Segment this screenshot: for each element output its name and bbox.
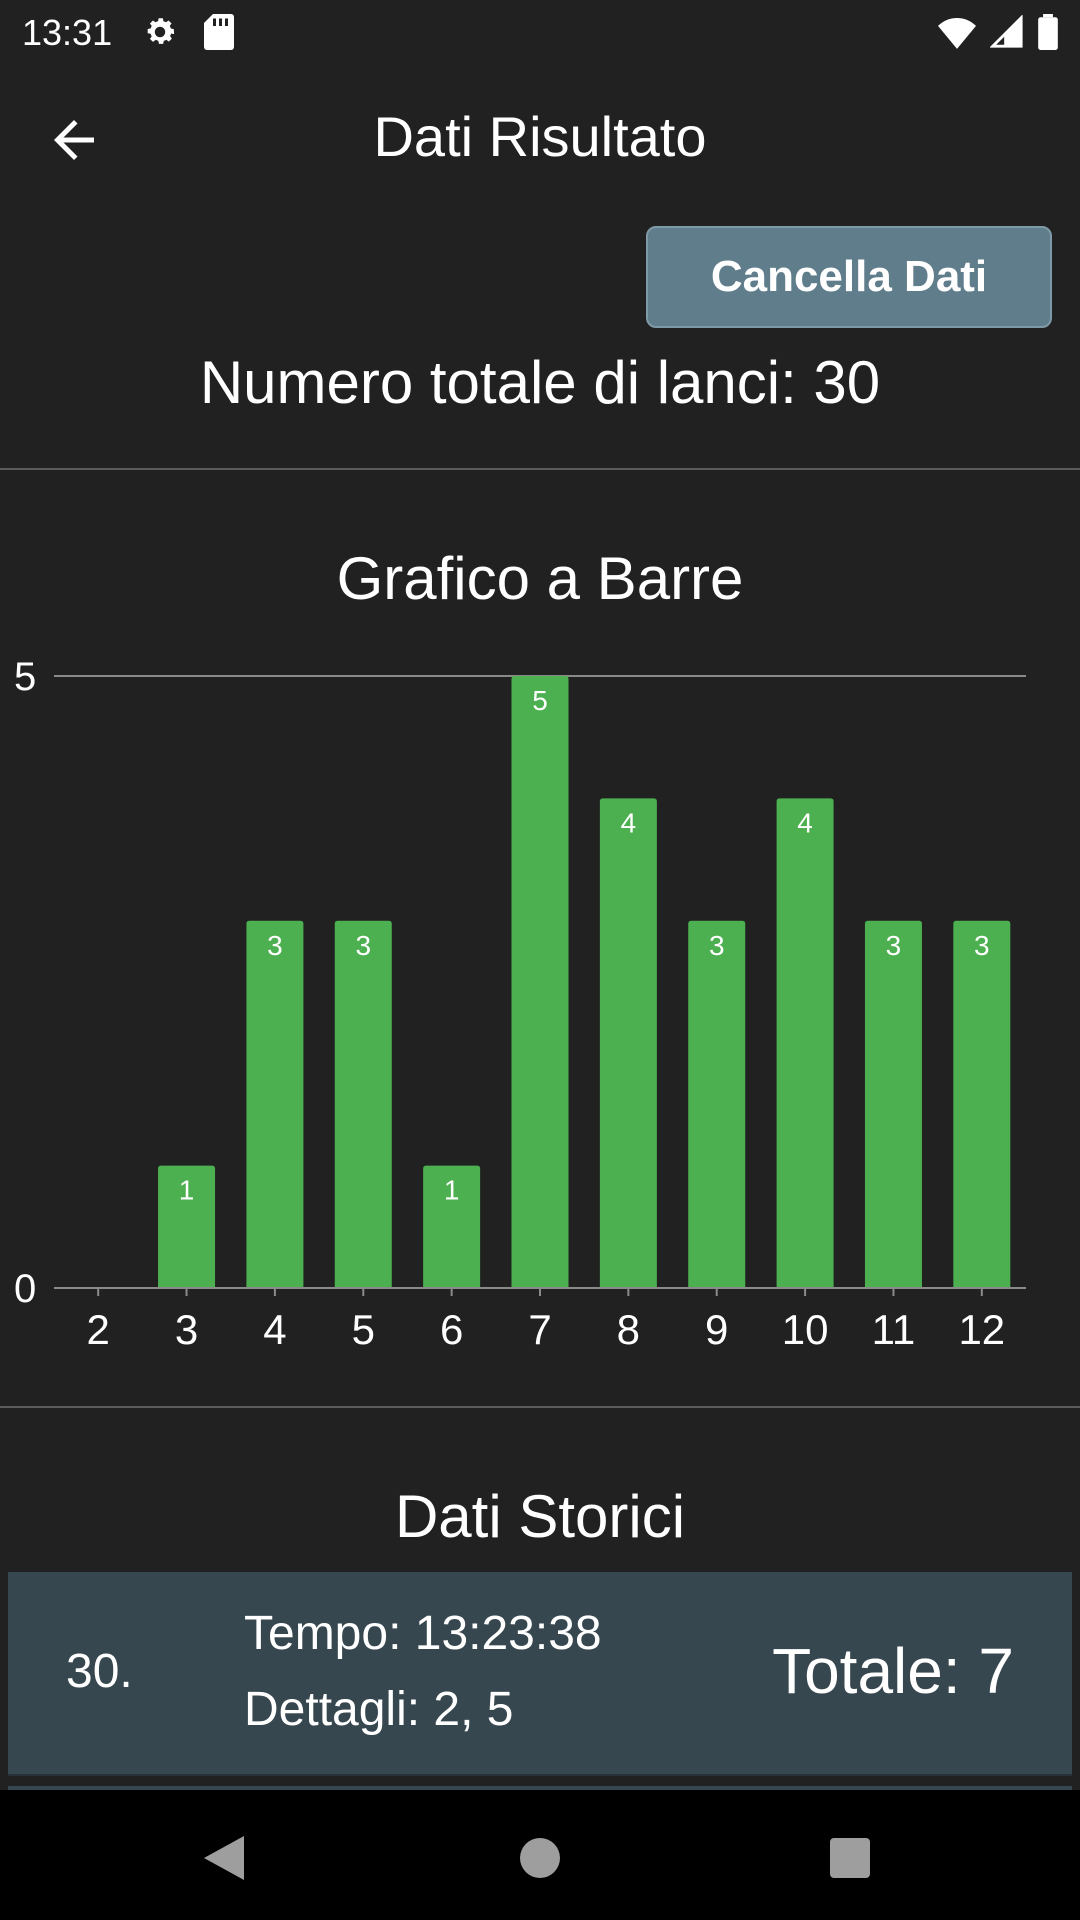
chart-bar: [688, 920, 746, 1288]
divider: [0, 1406, 1080, 1408]
arrow-back-icon[interactable]: [44, 110, 104, 170]
x-tick-label: 8: [617, 1306, 640, 1350]
history-entry-index: 30.: [66, 1645, 133, 1698]
status-bar: 13:31: [0, 0, 1080, 64]
x-tick-label: 12: [958, 1306, 1005, 1350]
total-throws-text: Numero totale di lanci: 30: [199, 349, 881, 416]
chart-bar: [158, 1165, 216, 1288]
history-entry-partial: [8, 1786, 1072, 1790]
x-tick-label: 5: [352, 1306, 375, 1350]
y-tick-label: 0: [14, 1267, 36, 1311]
x-tick-label: 7: [528, 1306, 551, 1350]
x-tick-label: 9: [705, 1306, 728, 1350]
bar-value-label: 5: [532, 685, 548, 716]
navigation-bar: [0, 1790, 1080, 1920]
bar-value-label: 3: [355, 930, 371, 961]
history-title: Dati Storici: [394, 1483, 686, 1550]
x-tick-label: 6: [440, 1306, 463, 1350]
status-time: 13:31: [22, 12, 113, 53]
bar-value-label: 3: [974, 930, 990, 961]
nav-recent-icon[interactable]: [830, 1838, 870, 1883]
y-tick-label: 5: [14, 655, 36, 699]
status-right-icons: [938, 14, 1058, 59]
chart-bar: [334, 920, 392, 1288]
chart-bar: [423, 1165, 481, 1288]
x-tick-label: 4: [263, 1306, 286, 1350]
history-entry-time: Tempo: 13:23:38: [244, 1607, 602, 1660]
bar-chart: 0 5 2 1 3 3 4 3 5 1 6 5 7 4 8 3 9 4 10 3 11 3 12: [14, 655, 1026, 1350]
bar-value-label: 1: [179, 1175, 195, 1206]
x-tick-label: 3: [175, 1306, 198, 1350]
signal-icon: [989, 14, 1024, 58]
bar-value-label: 3: [886, 930, 902, 961]
history-entry[interactable]: 30. Tempo: 13:23:38 Dettagli: 2, 5 Total…: [8, 1572, 1072, 1776]
chart-bar: [776, 798, 834, 1288]
sd-card-icon: [204, 14, 234, 59]
battery-icon: [1038, 14, 1058, 59]
wifi-icon: [938, 16, 976, 58]
clear-data-button[interactable]: Cancella Dati: [646, 226, 1052, 328]
chart-bar: [864, 920, 922, 1288]
bar-value-label: 1: [444, 1175, 460, 1206]
chart-bar: [599, 798, 657, 1288]
chart-bar: [953, 920, 1011, 1288]
x-tick-label: 2: [87, 1306, 110, 1350]
nav-back-icon[interactable]: [204, 1836, 244, 1885]
bar-value-label: 4: [797, 807, 813, 838]
divider: [0, 468, 1080, 470]
bar-value-label: 3: [267, 930, 283, 961]
bar-value-label: 4: [621, 807, 637, 838]
history-entry-details: Dettagli: 2, 5: [244, 1683, 514, 1736]
page-title: Dati Risultato: [373, 105, 707, 168]
history-entry-total: Totale: 7: [772, 1635, 1014, 1707]
gear-icon: [142, 14, 178, 59]
chart-title: Grafico a Barre: [336, 545, 744, 612]
x-tick-label: 10: [782, 1306, 829, 1350]
x-tick-label: 11: [872, 1306, 916, 1350]
app-bar: Dati Risultato: [0, 74, 1080, 200]
chart-bar: [246, 920, 304, 1288]
bar-value-label: 3: [709, 930, 725, 961]
nav-home-icon[interactable]: [520, 1838, 560, 1883]
chart-bar: [511, 676, 569, 1288]
